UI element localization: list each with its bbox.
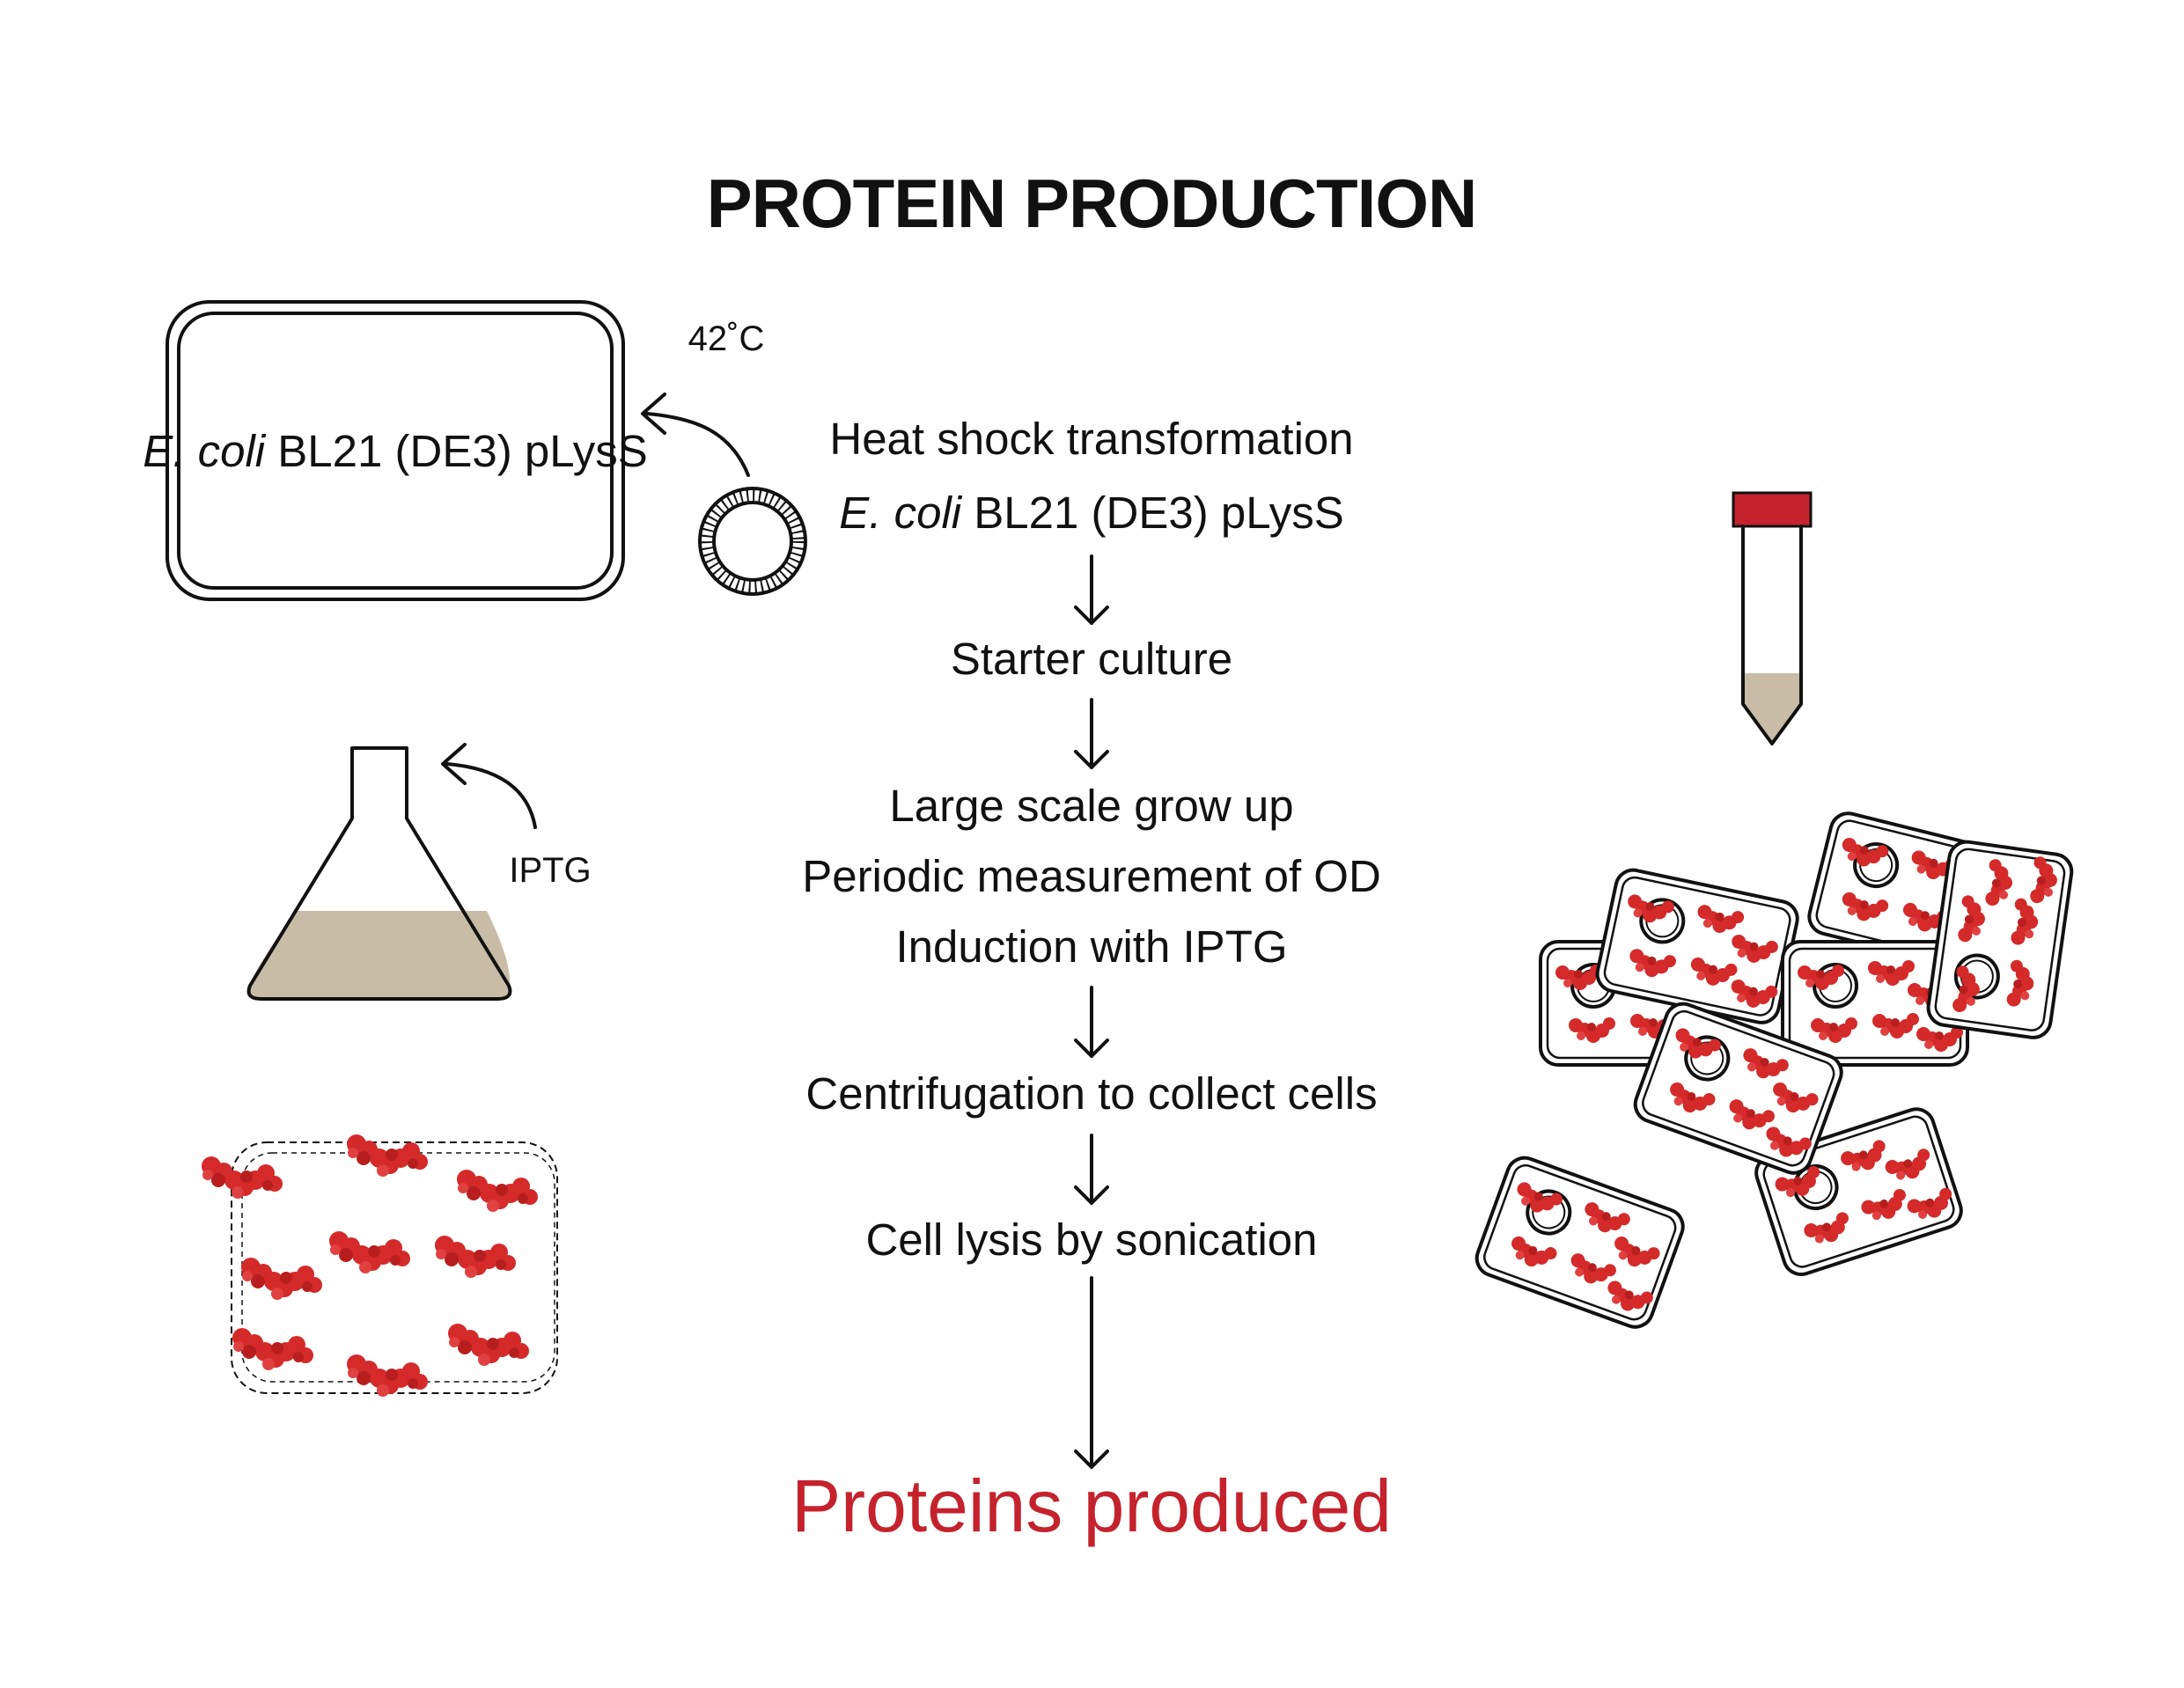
step-starter-culture: Starter culture [951,634,1232,684]
flow-arrow [1074,1134,1109,1205]
lysate-icon [202,1134,558,1397]
plate-label: E. coli BL21 (DE3) pLysS [143,426,648,476]
transformation-arrow [641,393,750,477]
step-induction: Induction with IPTG [895,921,1287,972]
falcon-tube-icon [1732,491,1813,745]
flow-arrow [1074,1276,1109,1469]
page-title: PROTEIN PRODUCTION [707,165,1477,242]
petri-plate-icon [165,300,625,601]
iptg-label: IPTG [509,851,591,890]
step-list: Heat shock transformation E. coli BL21 (… [802,414,1381,1265]
iptg-arrow [441,743,537,829]
plasmid-icon [698,487,807,596]
step-centrifugation: Centrifugation to collect cells [805,1068,1377,1119]
flow-arrow [1074,986,1109,1058]
flask-icon [246,746,512,1001]
flow-arrow [1074,554,1109,625]
flow-arrow [1074,698,1109,769]
step-strain: E. coli BL21 (DE3) pLysS [839,488,1344,538]
step-heat-shock: Heat shock transformation [829,414,1353,464]
temperature-label: 42˚C [688,319,765,358]
step-od-measurement: Periodic measurement of OD [802,851,1381,901]
step-large-scale: Large scale grow up [889,781,1293,831]
cell-pellet-icon [1472,810,2074,1332]
result-label: Proteins produced [791,1464,1392,1547]
step-lysis: Cell lysis by sonication [865,1215,1317,1265]
